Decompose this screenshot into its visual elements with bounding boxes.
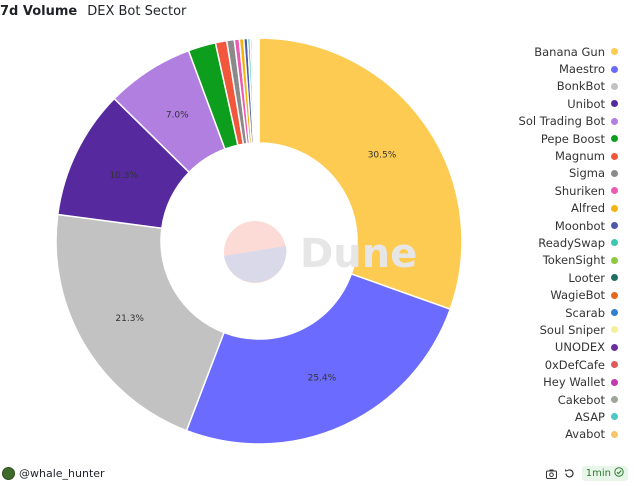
slice-label-banana-gun: 30.5% xyxy=(368,150,397,160)
legend-swatch xyxy=(611,309,618,317)
legend-item-sigma[interactable]: Sigma xyxy=(519,165,618,182)
slice-banana-gun[interactable] xyxy=(258,37,463,311)
legend-swatch xyxy=(611,291,618,299)
legend-item-0xdefcafe[interactable]: 0xDefCafe xyxy=(519,356,618,373)
legend-label: BonkBot xyxy=(556,79,605,94)
chart-legend: Banana Gun Maestro BonkBot Unibot Sol Tradin… xyxy=(519,43,618,443)
legend-label: ASAP xyxy=(574,409,605,424)
legend-label: Sol Trading Bot xyxy=(518,114,605,129)
legend-swatch xyxy=(611,100,618,108)
chart-header: 7d Volume DEX Bot Sector xyxy=(0,4,186,22)
legend-label: Looter xyxy=(568,270,605,285)
legend-label: Moonbot xyxy=(554,218,605,233)
slice-label-bonkbot: 21.3% xyxy=(115,314,144,324)
legend-item-hey-wallet[interactable]: Hey Wallet xyxy=(519,373,618,390)
donut-chart: 30.5% 25.4% 21.3% 10.3% 7.0% Dune xyxy=(55,37,463,445)
watermark-text: Dune xyxy=(300,231,417,277)
dune-watermark: Dune xyxy=(224,221,417,283)
legend-swatch xyxy=(611,65,618,73)
legend-label: Maestro xyxy=(558,62,605,77)
legend-swatch xyxy=(611,378,618,386)
legend-item-banana-gun[interactable]: Banana Gun xyxy=(519,43,618,60)
camera-icon[interactable] xyxy=(546,468,558,480)
refresh-interval-label: 1min xyxy=(585,468,611,479)
legend-label: Soul Sniper xyxy=(539,322,605,337)
chart-footer: @whale_hunter 1min xyxy=(0,464,634,486)
legend-label: Pepe Boost xyxy=(540,131,605,146)
legend-item-wagiebot[interactable]: WagieBot xyxy=(519,286,618,303)
legend-item-shuriken[interactable]: Shuriken xyxy=(519,182,618,199)
legend-item-bonkbot[interactable]: BonkBot xyxy=(519,78,618,95)
legend-swatch xyxy=(611,239,618,247)
legend-item-scarab[interactable]: Scarab xyxy=(519,304,618,321)
legend-swatch xyxy=(611,82,618,90)
slices-layer xyxy=(55,37,463,445)
legend-swatch xyxy=(611,48,618,56)
chart-subtitle: DEX Bot Sector xyxy=(87,4,187,19)
slice-label-unibot: 10.3% xyxy=(109,171,138,181)
legend-swatch xyxy=(611,413,618,421)
legend-item-looter[interactable]: Looter xyxy=(519,269,618,286)
refresh-icon[interactable] xyxy=(564,468,576,480)
footer-actions: 1min xyxy=(546,466,628,481)
legend-swatch xyxy=(611,326,618,334)
legend-item-readyswap[interactable]: ReadySwap xyxy=(519,234,618,251)
legend-item-moonbot[interactable]: Moonbot xyxy=(519,217,618,234)
check-circle-icon xyxy=(614,467,624,480)
legend-item-pepe-boost[interactable]: Pepe Boost xyxy=(519,130,618,147)
author-link[interactable]: @whale_hunter xyxy=(2,467,105,480)
legend-swatch xyxy=(611,256,618,264)
legend-label: UNODEX xyxy=(554,340,605,355)
legend-swatch xyxy=(611,430,618,438)
avatar xyxy=(2,467,15,480)
legend-label: Avabot xyxy=(565,427,605,442)
legend-label: Cakebot xyxy=(557,392,605,407)
slice-labels-layer: 30.5% 25.4% 21.3% 10.3% 7.0% xyxy=(109,111,396,384)
legend-item-magnum[interactable]: Magnum xyxy=(519,147,618,164)
slice-label-maestro: 25.4% xyxy=(308,374,337,384)
legend-swatch xyxy=(611,204,618,212)
legend-swatch xyxy=(611,343,618,351)
legend-label: ReadySwap xyxy=(538,235,605,250)
chart-title: 7d Volume xyxy=(0,4,78,19)
legend-swatch xyxy=(611,169,618,177)
legend-label: Alfred xyxy=(571,201,605,216)
legend-label: 0xDefCafe xyxy=(544,357,605,372)
watermark-logo-bottom xyxy=(224,246,287,283)
legend-label: Banana Gun xyxy=(534,44,605,59)
slice-label-sol-trading-bot: 7.0% xyxy=(166,111,189,121)
legend-item-maestro[interactable]: Maestro xyxy=(519,60,618,77)
legend-item-unibot[interactable]: Unibot xyxy=(519,95,618,112)
legend-item-alfred[interactable]: Alfred xyxy=(519,200,618,217)
legend-swatch xyxy=(611,117,618,125)
legend-item-unodex[interactable]: UNODEX xyxy=(519,339,618,356)
refresh-interval-badge[interactable]: 1min xyxy=(581,466,628,481)
legend-item-cakebot[interactable]: Cakebot xyxy=(519,391,618,408)
author-name: @whale_hunter xyxy=(19,467,105,480)
legend-label: Unibot xyxy=(567,96,605,111)
legend-swatch xyxy=(611,187,618,195)
legend-item-asap[interactable]: ASAP xyxy=(519,408,618,425)
legend-label: Shuriken xyxy=(554,183,605,198)
legend-swatch xyxy=(611,396,618,403)
legend-item-tokensight[interactable]: TokenSight xyxy=(519,252,618,269)
legend-item-avabot[interactable]: Avabot xyxy=(519,426,618,443)
legend-swatch xyxy=(611,222,618,230)
slice-bonkbot[interactable] xyxy=(55,213,225,432)
legend-item-sol-trading-bot[interactable]: Sol Trading Bot xyxy=(519,113,618,130)
legend-label: Sigma xyxy=(568,166,605,181)
legend-item-soul-sniper[interactable]: Soul Sniper xyxy=(519,321,618,338)
legend-label: Magnum xyxy=(554,149,605,164)
slice-maestro[interactable] xyxy=(185,272,452,445)
legend-label: TokenSight xyxy=(542,253,605,268)
legend-swatch xyxy=(611,152,618,160)
legend-swatch xyxy=(611,361,618,369)
legend-label: WagieBot xyxy=(550,288,605,303)
legend-label: Hey Wallet xyxy=(543,375,605,390)
legend-swatch xyxy=(611,274,618,282)
legend-label: Scarab xyxy=(565,305,605,320)
legend-swatch xyxy=(611,135,618,143)
